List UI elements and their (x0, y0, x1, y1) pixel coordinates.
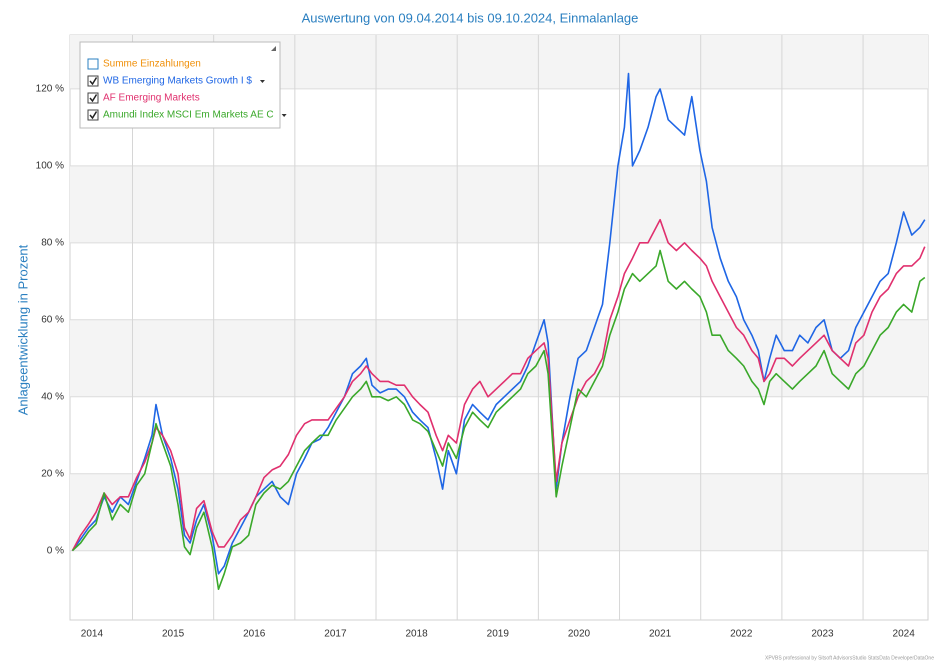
legend-label: Summe Einzahlungen (103, 59, 201, 70)
lines (71, 72, 926, 590)
x-tick-label: 2024 (893, 629, 916, 640)
legend-checkbox (87, 58, 99, 70)
y-tick-label: 40 % (41, 391, 64, 402)
x-tick-label: 2023 (811, 629, 834, 640)
legend-checkbox (87, 92, 99, 104)
y-tick-label: 80 % (41, 237, 64, 248)
legend-dropdown (259, 80, 265, 83)
x-tick-label: 2017 (324, 629, 347, 640)
series-line (71, 249, 926, 590)
y-tick-label: 20 % (41, 468, 64, 479)
legend-checkbox (87, 109, 99, 121)
legend-check (89, 111, 98, 120)
series-line (71, 218, 926, 552)
legend-check (89, 77, 98, 86)
legend-label: Amundi Index MSCI Em Markets AE C (103, 110, 274, 121)
y-tick-label: 0 % (47, 545, 64, 556)
legend-check (89, 94, 98, 103)
legend: Summe Einzahlungen WB Emerging Markets Gr… (79, 41, 287, 129)
legend-box (79, 41, 281, 129)
x-tick-label: 2021 (649, 629, 672, 640)
x-tick-label: 2015 (162, 629, 185, 640)
footer: XPVBS professional by Sitsoft AdvisorsSt… (765, 655, 934, 661)
y-tick-label: 120 % (36, 84, 64, 95)
chart-title: Auswertung von 09.04.2014 bis 09.10.2024… (302, 10, 639, 25)
x-tick-label: 2018 (405, 629, 428, 640)
band (70, 473, 928, 551)
y-axis-label: Anlageentwicklung in Prozent (15, 244, 30, 415)
x-tick-label: 2022 (730, 629, 753, 640)
legend-label: AF Emerging Markets (103, 93, 200, 104)
legend-dropdown (281, 114, 287, 117)
legend-label: WB Emerging Markets Growth I $ (103, 76, 252, 87)
series-line (71, 72, 926, 575)
y-tick-label: 60 % (41, 314, 64, 325)
legend-grip (271, 46, 276, 51)
band (70, 165, 928, 243)
x-tick-label: 2019 (487, 629, 510, 640)
x-tick-label: 2020 (568, 629, 591, 640)
y-tick-label: 100 % (36, 160, 64, 171)
x-tick-label: 2014 (81, 629, 104, 640)
legend-checkbox (87, 75, 99, 87)
x-tick-label: 2016 (243, 629, 266, 640)
